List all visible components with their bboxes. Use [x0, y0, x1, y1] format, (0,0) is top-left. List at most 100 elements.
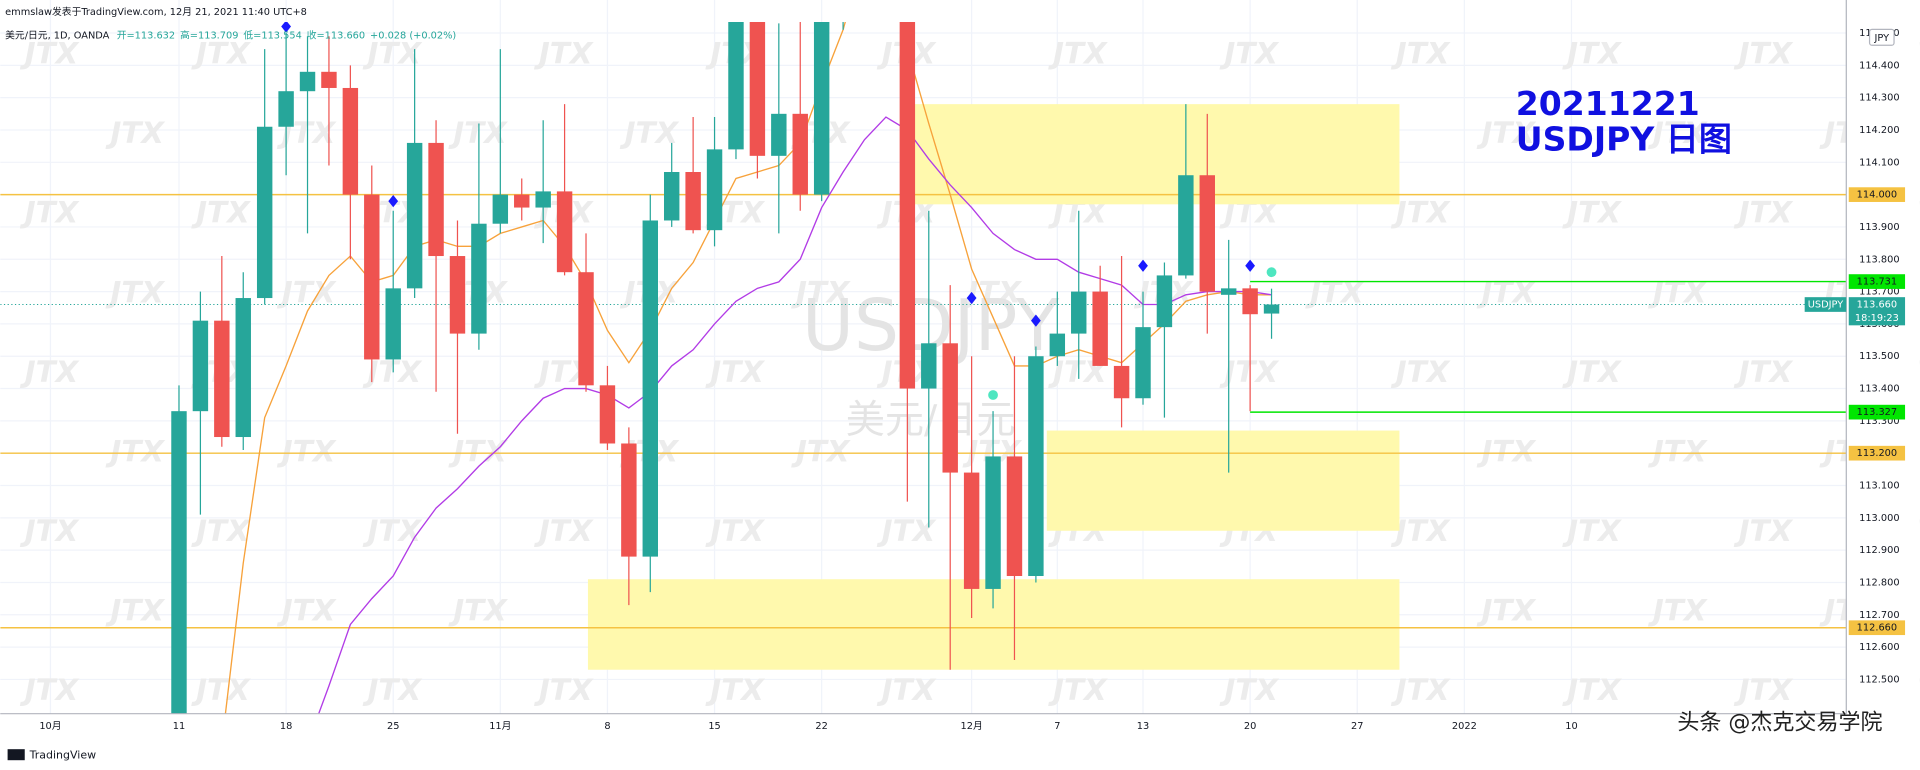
x-tick-label: 15: [708, 721, 720, 732]
watermark-tile: JTX: [1476, 594, 1536, 628]
x-tick-label: 7: [1054, 721, 1060, 732]
candle-body: [1242, 288, 1258, 315]
candle-body: [899, 22, 916, 389]
currency[interactable]: JPY: [1874, 33, 1890, 44]
level-label-box: [1848, 404, 1906, 420]
candle-body: [1263, 304, 1280, 314]
watermark-tile: JTX: [1562, 196, 1622, 230]
level-label: 114.000: [1857, 190, 1897, 201]
candle-body: [663, 172, 680, 221]
watermark-tile: JTX: [363, 355, 423, 389]
x-tick-label: 18: [280, 721, 292, 732]
currency-box[interactable]: [1868, 28, 1895, 46]
ohlc: 开=113.632: [117, 31, 175, 42]
signal-dot: [988, 390, 998, 400]
watermark-tile: JTX: [1219, 355, 1279, 389]
candle-body: [599, 385, 616, 444]
watermark-tile: JTX: [277, 275, 337, 309]
candle-body: [578, 272, 594, 386]
candle-body: [1071, 291, 1087, 334]
candle-body: [1135, 327, 1151, 399]
watermark-tile: JTX: [1562, 673, 1622, 707]
countdown: 18:19:23: [1855, 313, 1899, 324]
credit: 头条 @杰克交易学院: [1677, 710, 1882, 735]
watermark-tile: JTX: [191, 37, 251, 71]
watermark-tile: JTX: [448, 594, 508, 628]
signal-diamond: [1138, 259, 1148, 272]
level-label: 113.731: [1857, 277, 1897, 288]
ohlc: +0.028 (+0.02%): [370, 31, 456, 42]
candle-body: [813, 22, 830, 195]
signal-dot: [1266, 267, 1277, 278]
watermark-tile: JTX: [1391, 196, 1451, 230]
level-label: 112.660: [1857, 623, 1897, 634]
level-label-box: [1848, 187, 1906, 202]
watermark-tile: JTX: [1562, 514, 1622, 548]
watermark-tile: JTX: [1219, 37, 1279, 71]
price-axis-bg: [1846, 0, 1920, 770]
watermark-tile: JTX: [20, 37, 80, 71]
moving-average: [317, 116, 1272, 714]
candle-body: [514, 194, 530, 208]
ohlc: 高=113.709: [180, 29, 238, 42]
last-price: 113.660: [1857, 300, 1897, 311]
candle-body: [921, 343, 937, 389]
watermark-tile: JTX: [20, 196, 80, 230]
plot-area: [0, 22, 1847, 714]
y-tick-label: 114.100: [1859, 157, 1899, 168]
y-tick-label: 113.000: [1859, 513, 1899, 524]
watermark-tile: JTX: [1648, 594, 1708, 628]
header-author: emmslaw发表于TradingView.com, 12月 21, 2021 …: [5, 5, 307, 18]
watermark-tile: JTX: [20, 514, 80, 548]
watermark-tile: JTX: [363, 673, 423, 707]
candle-body: [535, 191, 551, 208]
last-price-box: [1848, 297, 1906, 326]
signal-diamond: [388, 194, 399, 208]
y-tick-label: 113.500: [1859, 351, 1899, 362]
brand-logo: [7, 749, 25, 761]
candle-body: [471, 223, 487, 334]
y-tick-label: 113.800: [1859, 254, 1899, 265]
level-label-box: [1848, 445, 1906, 461]
watermark-tile: JTX: [1391, 355, 1451, 389]
candle-body: [1028, 356, 1044, 577]
watermark-tile: JTX: [105, 116, 165, 150]
watermark-tile: JTX: [1734, 196, 1794, 230]
watermark-tile: JTX: [1476, 434, 1536, 468]
watermark-tile: JTX: [20, 673, 80, 707]
annotation: USDJPY 日图: [1516, 119, 1732, 158]
watermark-tile: JTX: [105, 594, 165, 628]
y-tick-label: 113.900: [1859, 222, 1899, 233]
level-label-box: [1848, 274, 1906, 289]
candle-body: [685, 172, 701, 231]
candle-body: [235, 298, 251, 438]
watermark-tile: JTX: [277, 434, 337, 468]
watermark-tile: JTX: [1476, 116, 1536, 150]
watermark-tile: JTX: [877, 673, 937, 707]
candle-body: [963, 472, 980, 589]
signal-diamond: [281, 22, 291, 33]
zone: [1046, 430, 1400, 531]
candle-body: [792, 113, 808, 195]
brand: TradingView: [29, 748, 96, 761]
watermark-tile: JTX: [1391, 37, 1451, 71]
x-tick-label: 2022: [1452, 721, 1477, 732]
header-symbol: 美元/日元, 1D, OANDA 开=113.632 高=113.709 低=113.…: [5, 29, 456, 42]
candle-body: [942, 343, 958, 473]
candle-body: [749, 22, 766, 156]
watermark-tile: JTX: [105, 434, 165, 468]
candle-body: [364, 194, 380, 360]
signal-diamond: [1030, 314, 1041, 327]
watermark-tile: JTX: [534, 673, 594, 707]
symbol-line: 美元/日元, 1D, OANDA: [5, 29, 110, 42]
candle-body: [385, 288, 401, 360]
last-symbol: USDJPY: [1808, 300, 1843, 311]
zone: [912, 104, 1400, 205]
y-tick-label: 114.400: [1859, 60, 1899, 71]
annotation: 20211221: [1516, 84, 1700, 123]
watermark: 美元/日元: [846, 398, 1016, 443]
watermark-tile: JTX: [1734, 673, 1794, 707]
y-tick-label: 114.200: [1859, 125, 1899, 136]
